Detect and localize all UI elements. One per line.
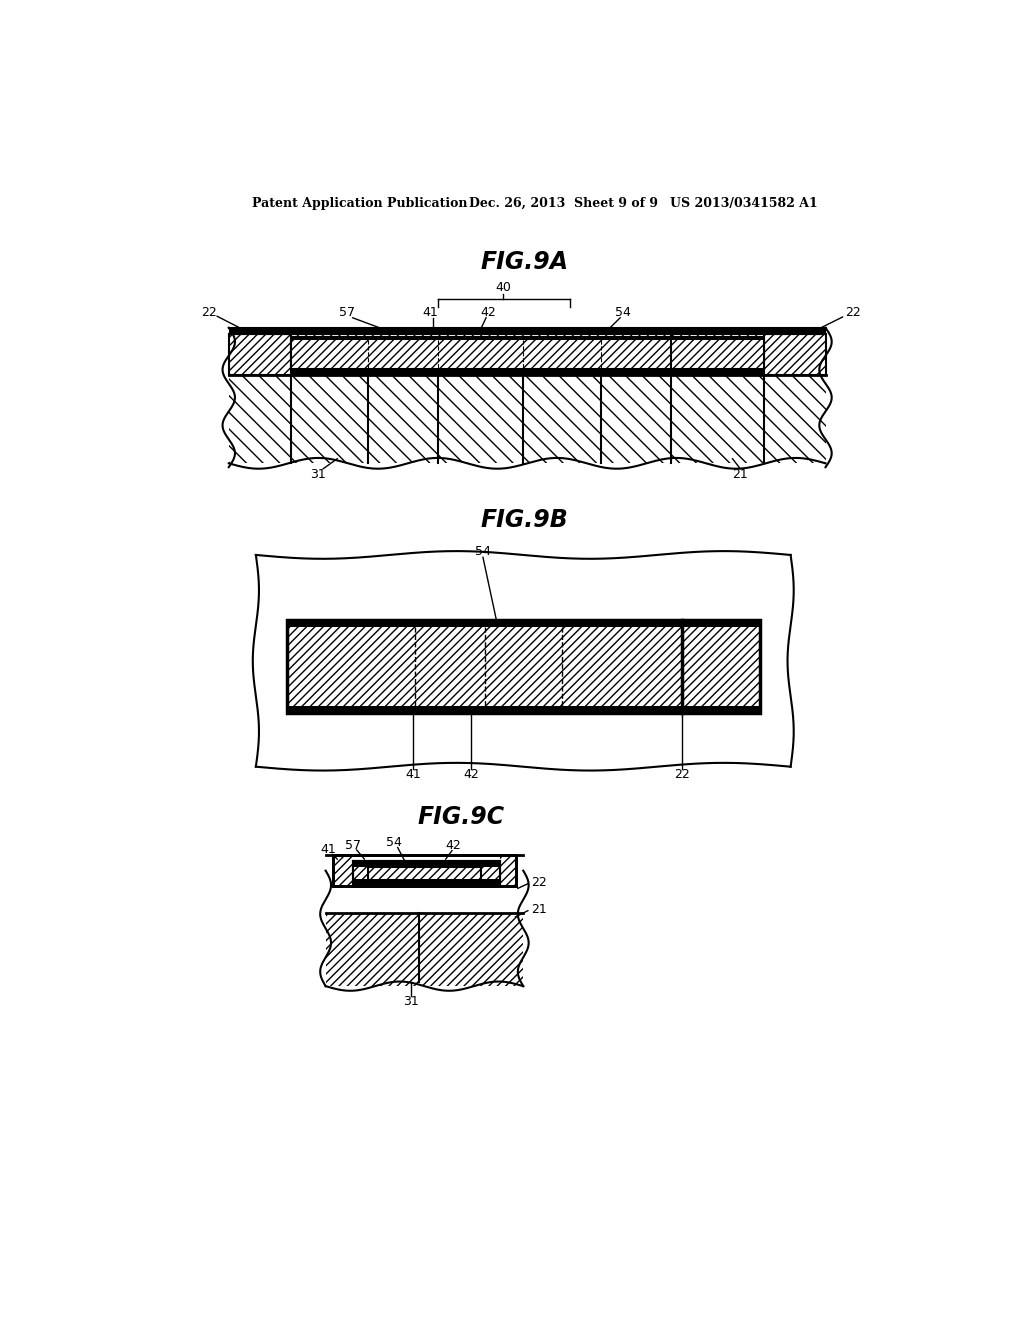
Text: 21: 21: [732, 467, 749, 480]
Text: Dec. 26, 2013  Sheet 9 of 9: Dec. 26, 2013 Sheet 9 of 9: [469, 197, 658, 210]
Bar: [352, 862, 500, 884]
Text: 54: 54: [386, 836, 401, 849]
Bar: [291, 368, 764, 375]
Text: 42: 42: [464, 768, 479, 781]
Bar: [500, 855, 515, 886]
Text: 22: 22: [531, 875, 547, 888]
Bar: [287, 620, 760, 713]
Bar: [287, 706, 760, 713]
Text: FIG.9C: FIG.9C: [418, 805, 505, 829]
Bar: [369, 867, 480, 882]
Bar: [291, 334, 764, 368]
Bar: [228, 334, 291, 375]
Bar: [287, 620, 760, 627]
Text: 57: 57: [345, 838, 360, 851]
Bar: [287, 620, 760, 713]
Bar: [326, 913, 523, 986]
Text: 31: 31: [403, 995, 419, 1008]
Text: FIG.9B: FIG.9B: [481, 508, 568, 532]
Text: 41: 41: [406, 768, 421, 781]
Text: 31: 31: [310, 467, 326, 480]
Bar: [228, 375, 825, 463]
Text: 41: 41: [321, 843, 336, 857]
Text: 57: 57: [339, 306, 355, 319]
Bar: [352, 879, 500, 884]
Bar: [334, 855, 352, 886]
Text: US 2013/0341582 A1: US 2013/0341582 A1: [671, 197, 818, 210]
Text: 22: 22: [674, 768, 690, 781]
Bar: [764, 334, 825, 375]
Bar: [228, 375, 825, 463]
Text: 42: 42: [480, 306, 497, 319]
Bar: [291, 334, 764, 368]
Text: 54: 54: [475, 545, 490, 557]
Bar: [352, 867, 500, 884]
Bar: [228, 327, 825, 334]
Text: 22: 22: [845, 306, 860, 319]
Text: 22: 22: [202, 306, 217, 319]
Bar: [228, 334, 291, 375]
Bar: [326, 913, 523, 986]
Bar: [352, 862, 500, 867]
Bar: [291, 335, 764, 341]
Bar: [334, 855, 515, 886]
Text: 40: 40: [496, 281, 511, 294]
Text: 42: 42: [445, 838, 462, 851]
Text: 54: 54: [614, 306, 631, 319]
Bar: [764, 334, 825, 375]
Text: FIG.9A: FIG.9A: [481, 251, 568, 275]
Text: 41: 41: [422, 306, 438, 319]
Text: Patent Application Publication: Patent Application Publication: [252, 197, 468, 210]
Text: 21: 21: [531, 903, 547, 916]
